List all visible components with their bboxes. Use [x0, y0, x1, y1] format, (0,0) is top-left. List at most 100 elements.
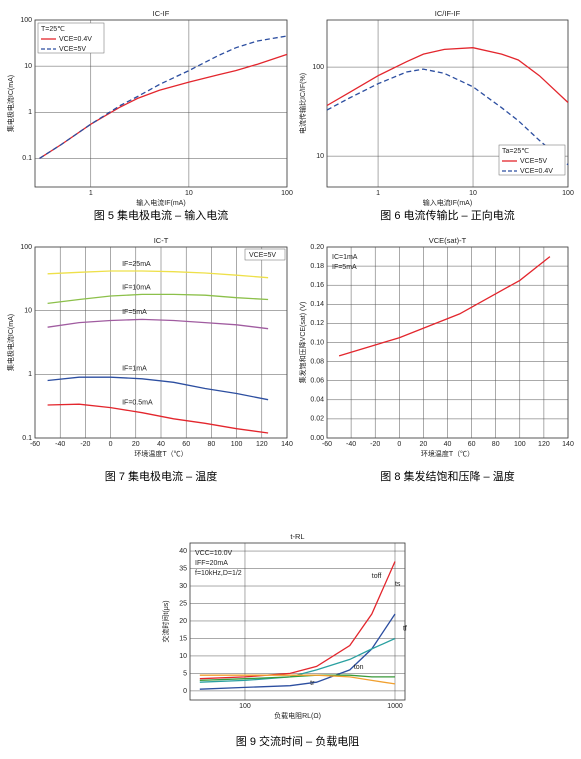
annotation: IFF=20mA: [195, 560, 228, 567]
y-tick-label: 0.1: [22, 435, 32, 442]
series-label: IF=1mA: [122, 366, 147, 373]
data-line: [326, 68, 569, 166]
x-tick-label: 120: [538, 441, 550, 448]
series-label: toff: [372, 573, 382, 580]
legend-title: T=25℃: [41, 26, 65, 33]
y-axis-label: 集电极电流IC(mA): [6, 314, 15, 371]
legend-label: VCE=0.4V: [520, 168, 553, 175]
y-axis-label: 集电极电流IC(mA): [6, 75, 15, 132]
x-tick-label: -20: [80, 441, 90, 448]
plot-area: [189, 542, 406, 701]
y-tick-label: 1: [28, 371, 32, 378]
y-tick-label: 0.20: [310, 244, 324, 251]
x-tick-label: 1000: [387, 703, 403, 710]
y-tick-label: 0.12: [310, 320, 324, 327]
x-tick-label: 40: [157, 441, 165, 448]
data-line: [338, 256, 551, 357]
x-tick-label: 100: [231, 441, 243, 448]
annotation-box: [244, 248, 286, 261]
y-tick-label: 100: [20, 17, 32, 24]
x-axis-label: 输入电流IF(mA): [423, 198, 472, 207]
data-line: [47, 376, 269, 401]
x-tick-label: 60: [182, 441, 190, 448]
x-tick-label: 100: [562, 190, 574, 197]
x-tick-label: 0: [109, 441, 113, 448]
x-tick-label: 100: [281, 190, 293, 197]
series-label: tr: [310, 680, 315, 687]
y-tick-label: 0: [183, 688, 187, 695]
chart-title: IC/IF-IF: [435, 9, 461, 18]
y-tick-label: 0.14: [310, 301, 324, 308]
x-tick-label: -60: [322, 441, 332, 448]
y-tick-label: 0.00: [310, 435, 324, 442]
figure-caption: 图 8 集发结饱和压降 – 温度: [380, 469, 514, 483]
chart-panel: -60 -40 -20 0 20 40 60 80 100 120 140 0.00 0.02 0.04 0…: [298, 236, 574, 483]
x-tick-label: 140: [281, 441, 293, 448]
data-line: [39, 35, 288, 159]
x-tick-label: 80: [208, 441, 216, 448]
x-axis-label: 环境温度T（℃）: [134, 449, 187, 458]
y-tick-label: 100: [312, 64, 324, 71]
x-tick-label: 20: [420, 441, 428, 448]
x-tick-label: 20: [132, 441, 140, 448]
y-axis-label: 电流传输比IC/IF(%): [298, 73, 307, 134]
x-axis-label: 负载电阻RL(Ω): [274, 711, 321, 720]
legend-label: VCE=5V: [520, 158, 547, 165]
y-tick-label: 30: [179, 583, 187, 590]
series-label: tf: [403, 625, 407, 632]
chart-panel: 1 10 100 0.1 1 10 100 IC-IF 输入电流IF(mA) 集电极电流IC(mA…: [6, 9, 293, 222]
legend-label: VCE=0.4V: [59, 36, 92, 43]
x-tick-label: -40: [55, 441, 65, 448]
x-tick-label: 1: [376, 190, 380, 197]
y-tick-label: 1: [28, 109, 32, 116]
data-line: [47, 318, 269, 330]
series-label: IF=0.5mA: [122, 400, 153, 407]
figure-caption: 图 7 集电极电流 – 温度: [105, 469, 217, 483]
y-tick-label: 10: [24, 63, 32, 70]
y-axis-label: 交流时间t(μs): [161, 600, 170, 642]
x-tick-label: 60: [468, 441, 476, 448]
figure-caption: 图 5 集电极电流 – 输入电流: [94, 208, 228, 222]
data-line: [199, 561, 396, 680]
annotation: VCE=5V: [249, 252, 276, 259]
y-tick-label: 0.06: [310, 378, 324, 385]
data-line: [47, 403, 269, 434]
chart-title: t-RL: [290, 532, 304, 541]
y-tick-label: 10: [316, 153, 324, 160]
legend-box: [498, 144, 566, 176]
chart-title: IC-T: [154, 236, 169, 245]
x-tick-label: 120: [256, 441, 268, 448]
annotation: IF=5mA: [332, 264, 357, 271]
x-tick-label: 80: [492, 441, 500, 448]
y-tick-label: 0.02: [310, 416, 324, 423]
data-line: [47, 270, 269, 279]
annotation: IC=1mA: [332, 254, 358, 261]
y-tick-label: 0.08: [310, 358, 324, 365]
figure-caption: 图 9 交流时间 – 负载电阻: [236, 734, 359, 748]
figure-caption: 图 6 电流传输比 – 正向电流: [380, 208, 514, 222]
y-tick-label: 100: [20, 244, 32, 251]
y-tick-label: 0.16: [310, 282, 324, 289]
chart-panel: 100 1000 0 5 10 15 20 25 30 35 40 t-RL 负载电阻RL(Ω) 交流时间…: [161, 532, 407, 748]
x-tick-label: 10: [469, 190, 477, 197]
x-axis-label: 环境温度T（℃）: [421, 449, 474, 458]
y-tick-label: 35: [179, 565, 187, 572]
legend-box: [37, 22, 105, 54]
series-label: IF=25mA: [122, 261, 151, 268]
series-label: IF=5mA: [122, 309, 147, 316]
y-tick-label: 0.1: [22, 155, 32, 162]
chart-title: VCE(sat)-T: [429, 236, 467, 245]
chart-title: IC-IF: [153, 9, 170, 18]
x-tick-label: -60: [30, 441, 40, 448]
x-tick-label: 0: [397, 441, 401, 448]
y-tick-label: 5: [183, 670, 187, 677]
y-tick-label: 15: [179, 635, 187, 642]
y-tick-label: 10: [24, 308, 32, 315]
series-label: ton: [354, 664, 364, 671]
annotation: VCC=10.0V: [195, 550, 232, 557]
data-line: [326, 47, 569, 107]
x-tick-label: -40: [346, 441, 356, 448]
y-tick-label: 20: [179, 618, 187, 625]
legend-title: Ta=25℃: [502, 148, 529, 155]
